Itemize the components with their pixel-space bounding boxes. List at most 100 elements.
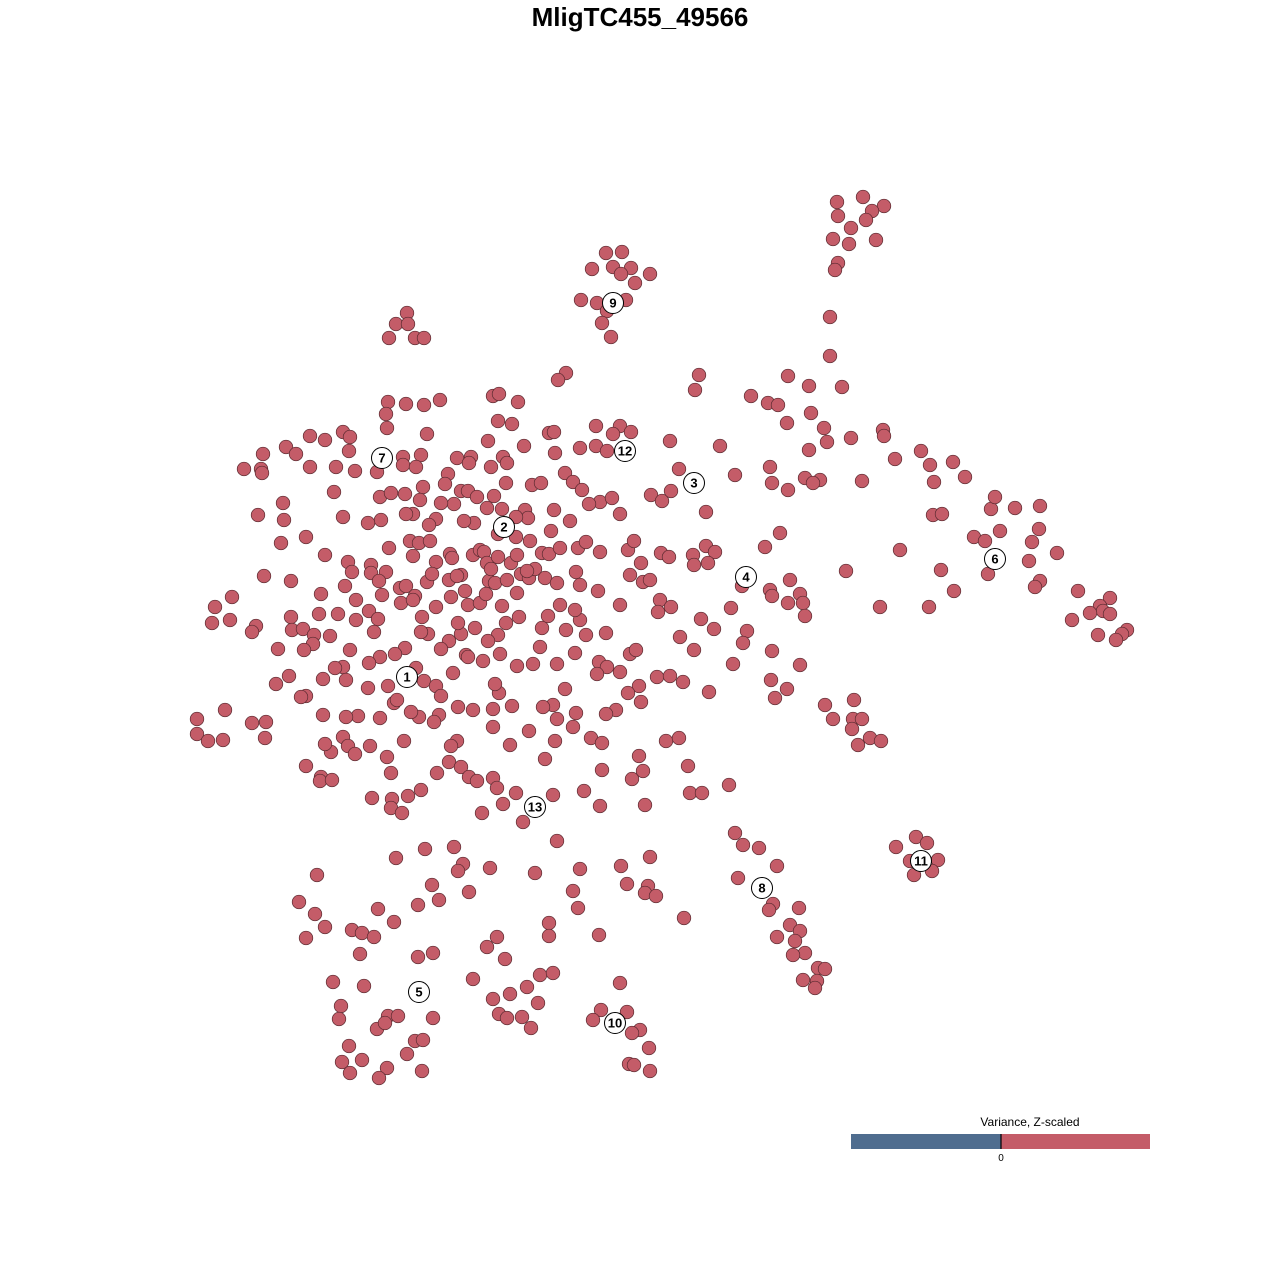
data-point	[296, 642, 312, 658]
data-point	[764, 588, 780, 604]
data-point	[270, 641, 286, 657]
data-point	[499, 1010, 515, 1026]
data-point	[854, 473, 870, 489]
data-point	[449, 450, 465, 466]
cluster-label: 13	[524, 796, 546, 818]
data-point	[546, 502, 562, 518]
data-point	[204, 615, 220, 631]
data-point	[400, 788, 416, 804]
data-point	[419, 426, 435, 442]
data-point	[520, 510, 536, 526]
data-point	[825, 231, 841, 247]
data-point	[475, 653, 491, 669]
data-point	[525, 656, 541, 672]
data-point	[445, 665, 461, 681]
data-point	[642, 266, 658, 282]
data-point	[389, 692, 405, 708]
data-point	[635, 763, 651, 779]
data-point	[342, 1065, 358, 1081]
data-point	[388, 316, 404, 332]
cluster-label-badge	[604, 1012, 626, 1034]
data-point	[934, 506, 950, 522]
data-point	[578, 534, 594, 550]
data-point	[671, 730, 687, 746]
data-point	[1021, 553, 1037, 569]
data-point	[356, 978, 372, 994]
data-point	[428, 599, 444, 615]
data-point	[268, 676, 284, 692]
data-point	[516, 438, 532, 454]
cluster-label-badge	[984, 548, 1006, 570]
data-point	[487, 676, 503, 692]
cluster-label-text: 12	[618, 444, 632, 459]
data-point	[946, 583, 962, 599]
data-point	[273, 535, 289, 551]
data-point	[795, 972, 811, 988]
data-point	[537, 570, 553, 586]
cluster-label-text: 6	[991, 552, 998, 567]
data-point	[465, 702, 481, 718]
data-point	[313, 586, 329, 602]
data-point	[510, 394, 526, 410]
data-point	[797, 608, 813, 624]
data-point	[770, 397, 786, 413]
data-point	[426, 714, 442, 730]
data-point	[546, 424, 562, 440]
data-point	[295, 621, 311, 637]
data-point	[792, 657, 808, 673]
cluster-label: 5	[408, 981, 430, 1003]
data-point	[412, 492, 428, 508]
data-point	[698, 504, 714, 520]
data-point	[1032, 498, 1048, 514]
data-point	[591, 927, 607, 943]
data-point	[572, 861, 588, 877]
data-point	[592, 544, 608, 560]
data-point	[570, 900, 586, 916]
data-point	[568, 564, 584, 580]
data-point	[207, 599, 223, 615]
data-point	[834, 379, 850, 395]
data-point	[519, 979, 535, 995]
data-point	[721, 777, 737, 793]
data-point	[850, 737, 866, 753]
data-point	[317, 919, 333, 935]
data-point	[398, 578, 414, 594]
data-point	[393, 595, 409, 611]
data-point	[558, 622, 574, 638]
cluster-label-badge	[493, 516, 515, 538]
data-point	[594, 315, 610, 331]
data-point	[913, 443, 929, 459]
cluster-label-text: 10	[608, 1016, 622, 1031]
data-point	[650, 604, 666, 620]
data-point	[341, 443, 357, 459]
data-point	[700, 555, 716, 571]
cluster-label: 10	[604, 1012, 626, 1034]
data-point	[499, 455, 515, 471]
data-point	[844, 721, 860, 737]
cluster-label-badge	[396, 666, 418, 688]
data-point	[509, 658, 525, 674]
data-point	[416, 330, 432, 346]
data-point	[727, 825, 743, 841]
data-point	[772, 525, 788, 541]
data-point	[626, 533, 642, 549]
data-point	[612, 506, 628, 522]
data-point	[572, 440, 588, 456]
data-point	[509, 547, 525, 563]
data-point	[450, 699, 466, 715]
data-point	[908, 829, 924, 845]
data-point	[428, 554, 444, 570]
data-point	[631, 678, 647, 694]
data-point	[642, 1063, 658, 1079]
data-point	[398, 396, 414, 412]
data-point	[764, 643, 780, 659]
data-point	[278, 439, 294, 455]
data-point	[727, 467, 743, 483]
data-point	[311, 606, 327, 622]
data-point	[649, 669, 665, 685]
data-point	[333, 998, 349, 1014]
data-point	[283, 609, 299, 625]
data-point	[921, 599, 937, 615]
data-point	[549, 833, 565, 849]
data-point	[519, 563, 535, 579]
